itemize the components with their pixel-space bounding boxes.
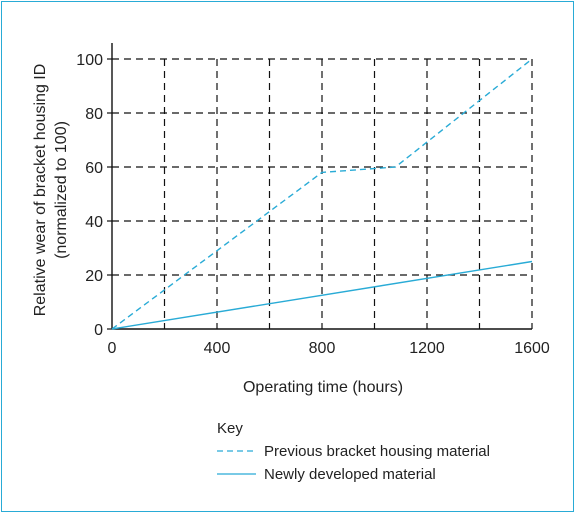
y-tick-label-100: 100 [76, 52, 103, 69]
x-tick-label-800: 800 [309, 340, 336, 357]
y-tick-label-0: 0 [94, 322, 103, 339]
y-tick-label-20: 20 [85, 268, 103, 285]
legend: Key Previous bracket housing material Ne… [217, 420, 490, 483]
x-tick-label-400: 400 [204, 340, 231, 357]
x-tick-label-1200: 1200 [409, 340, 445, 357]
y-tick-label-80: 80 [85, 106, 103, 123]
series-line-previous-material [111, 58, 533, 330]
y-tick-label-60: 60 [85, 160, 103, 177]
legend-label-previous: Previous bracket housing material [264, 443, 490, 460]
tick-labels: 0 400 800 1200 1600 0 20 40 60 80 100 [76, 52, 550, 357]
series-lines [111, 58, 533, 330]
series-line-new-material [111, 260, 533, 330]
legend-title: Key [217, 420, 243, 437]
x-axis-title: Operating time (hours) [243, 379, 403, 396]
axes [107, 43, 532, 330]
x-tick-label-0: 0 [108, 340, 117, 357]
legend-label-new: Newly developed material [264, 466, 436, 483]
y-axis-title-line2: (normalized to 100) [53, 121, 70, 259]
y-axis-title-line1: Relative wear of bracket housing ID [32, 64, 49, 317]
grid-lines [112, 58, 533, 329]
x-tick-label-1600: 1600 [514, 340, 550, 357]
y-tick-label-40: 40 [85, 214, 103, 231]
